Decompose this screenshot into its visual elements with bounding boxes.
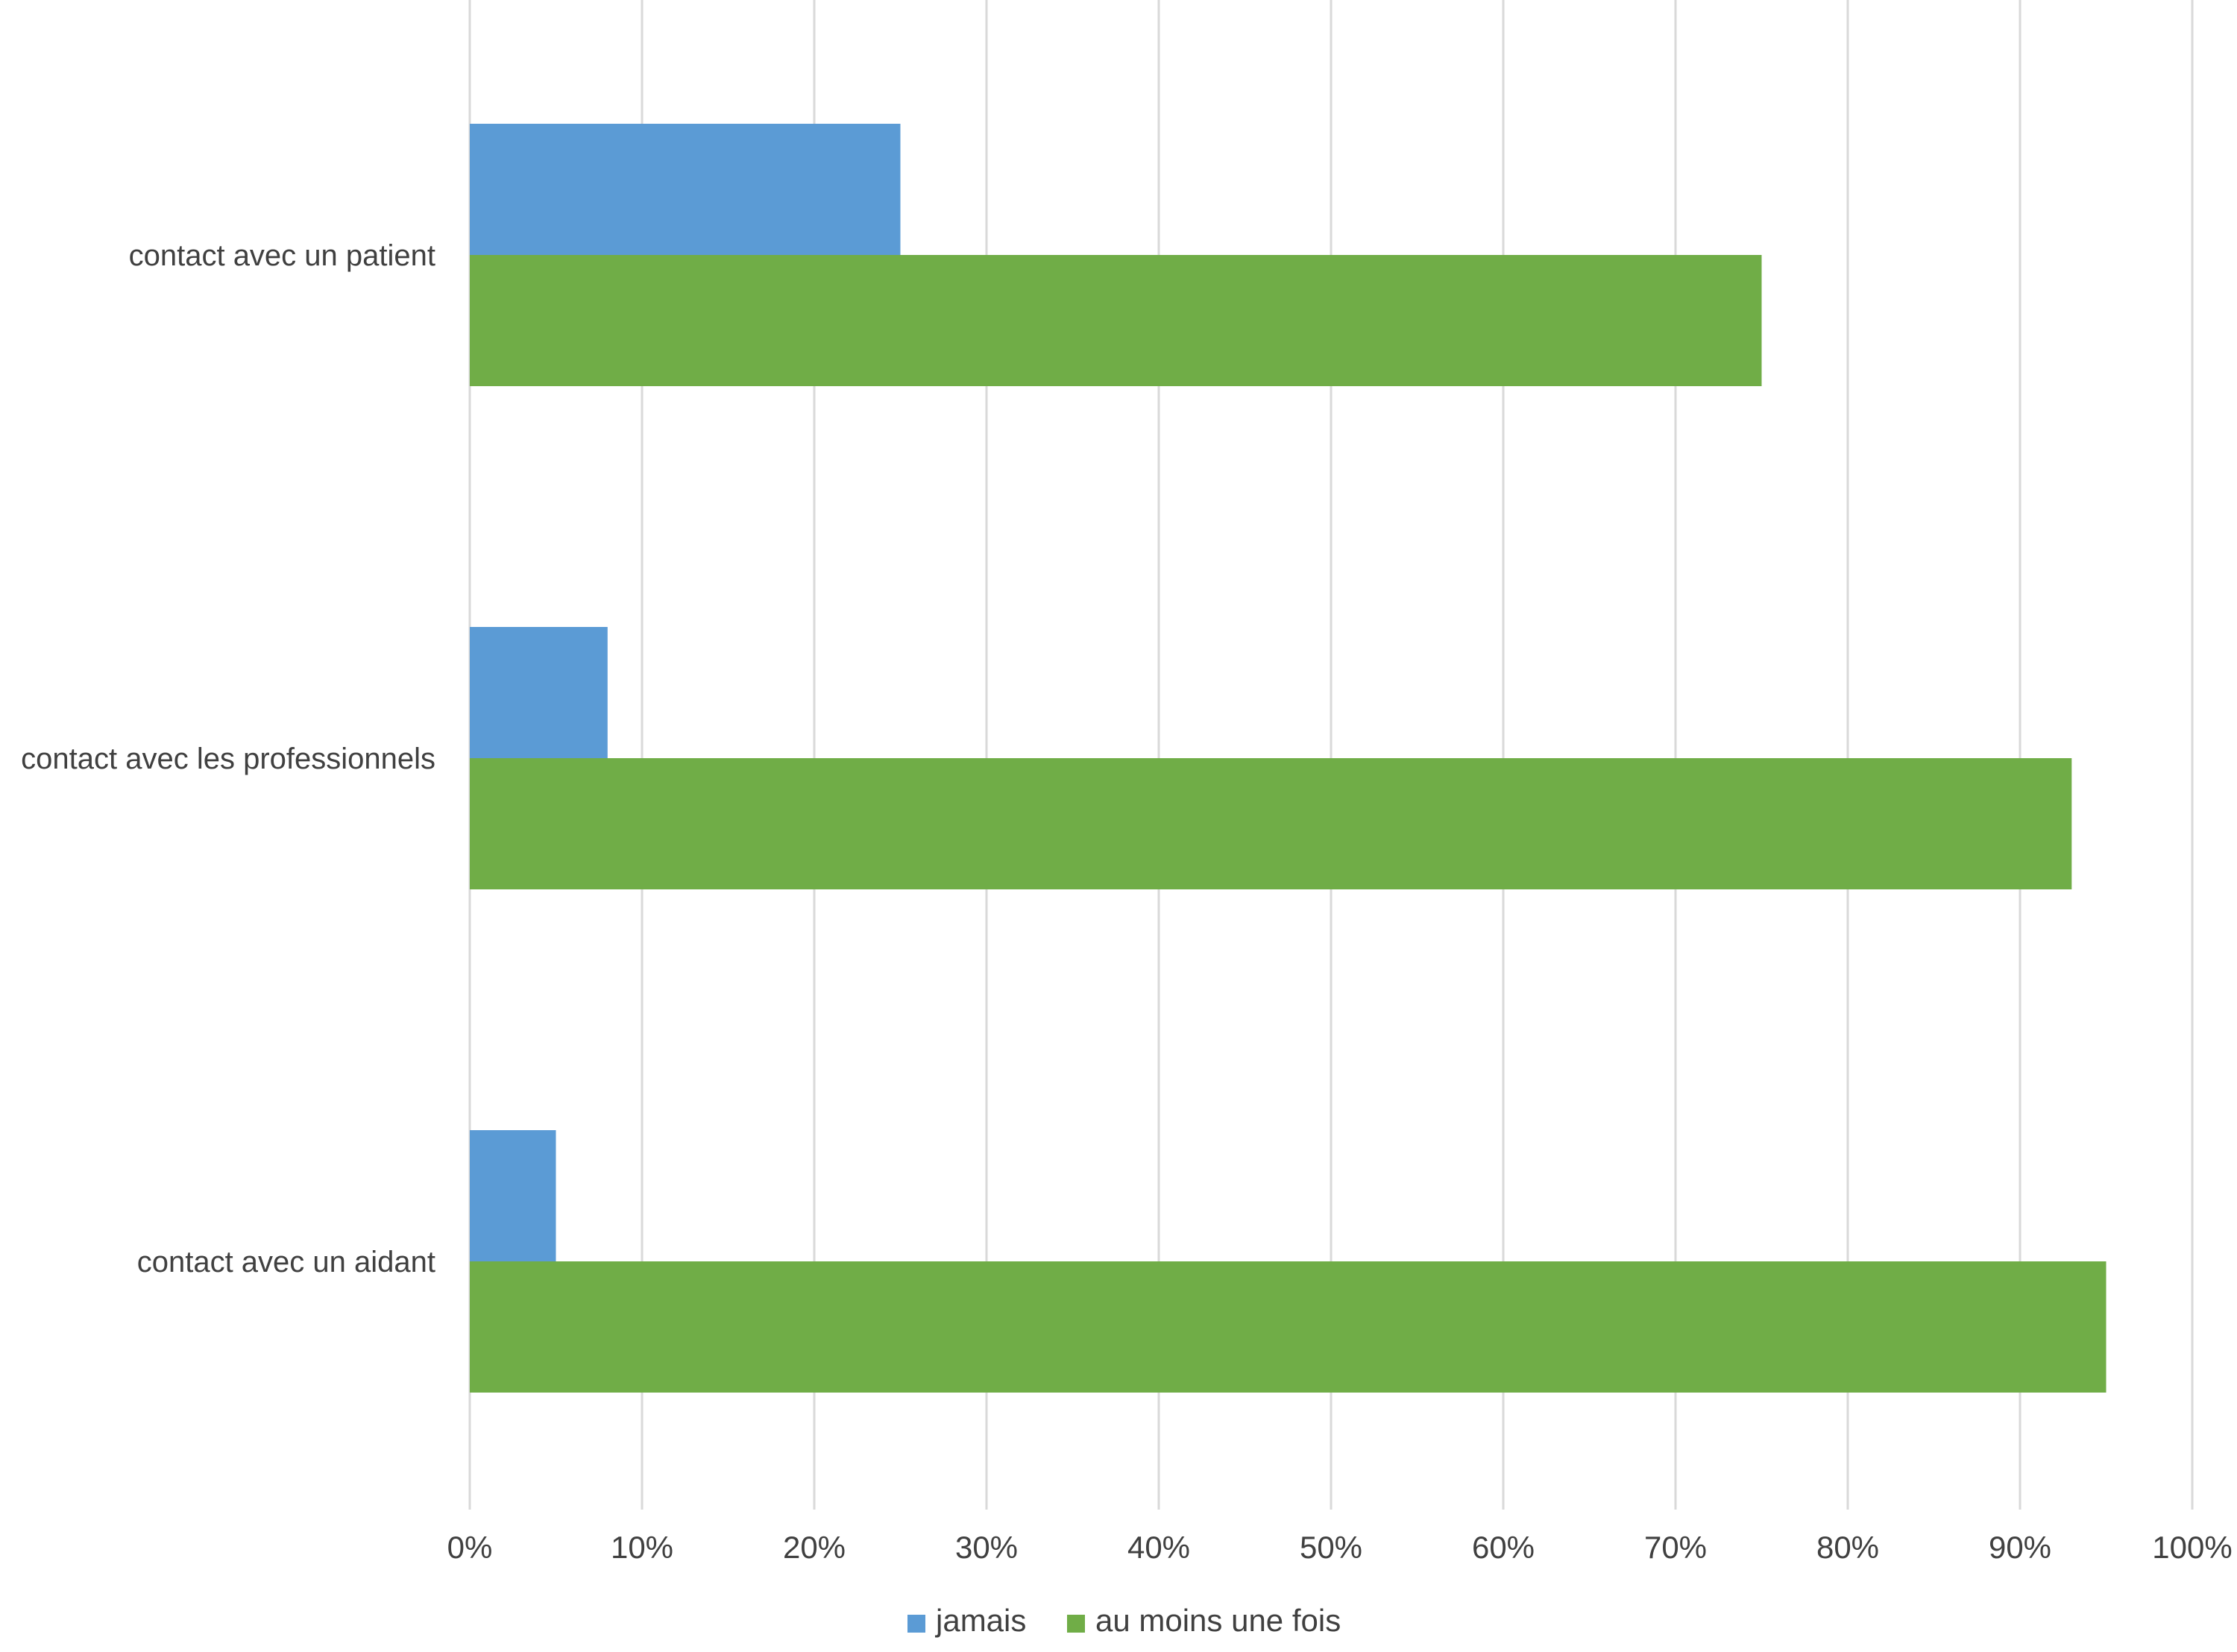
- category-label: contact avec un patient: [129, 239, 435, 272]
- bar-jamais: [470, 1130, 556, 1261]
- legend-swatch: [1067, 1615, 1085, 1633]
- bars: [470, 124, 2107, 1393]
- x-tick-label: 70%: [1644, 1530, 1707, 1565]
- bar-au-moins-une-fois: [470, 758, 2072, 889]
- x-tick-label: 90%: [1989, 1530, 2051, 1565]
- legend-label: au moins une fois: [1095, 1603, 1341, 1638]
- x-tick-label: 50%: [1300, 1530, 1362, 1565]
- category-label: contact avec un aidant: [137, 1246, 435, 1279]
- x-tick-label: 60%: [1472, 1530, 1535, 1565]
- x-tick-label: 100%: [2152, 1530, 2232, 1565]
- legend: jamais au moins une fois: [907, 1603, 1341, 1638]
- bar-jamais: [470, 124, 901, 255]
- x-tick-label: 0%: [447, 1530, 493, 1565]
- category-label: contact avec les professionnels: [21, 743, 435, 775]
- x-tick-label: 10%: [611, 1530, 673, 1565]
- x-tick-label: 40%: [1127, 1530, 1190, 1565]
- legend-label: jamais: [934, 1603, 1026, 1638]
- x-tick-label: 30%: [955, 1530, 1018, 1565]
- bar-jamais: [470, 627, 608, 758]
- bar-au-moins-une-fois: [470, 255, 1762, 386]
- x-tick-label: 20%: [783, 1530, 846, 1565]
- x-tick-label: 80%: [1816, 1530, 1879, 1565]
- bar-au-moins-une-fois: [470, 1261, 2107, 1393]
- category-labels: contact avec un patient contact avec les …: [21, 239, 435, 1279]
- legend-swatch: [907, 1615, 925, 1633]
- x-axis-ticks: 0% 10% 20% 30% 40% 50% 60% 70% 80% 90% 100%: [447, 1530, 2233, 1565]
